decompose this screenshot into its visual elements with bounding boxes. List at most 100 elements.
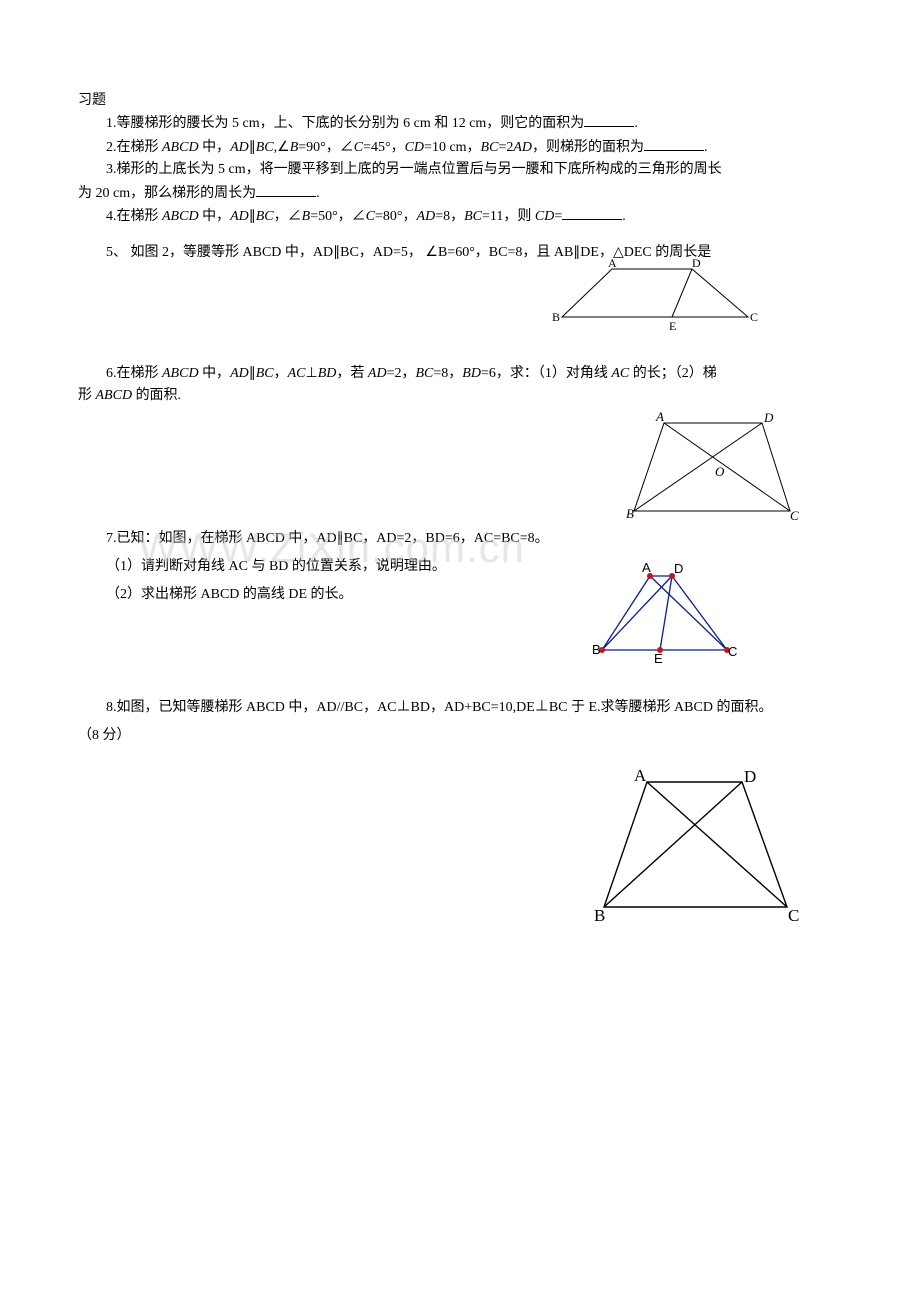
q3b: 为 20 cm，那么梯形的周长为. xyxy=(78,182,842,205)
t: BD xyxy=(462,366,481,381)
t: ABCD xyxy=(162,366,199,381)
t: BD xyxy=(318,366,337,381)
t: ，则梯形的面积为 xyxy=(532,140,644,155)
lbl-C: C xyxy=(728,644,737,659)
t: 中， xyxy=(199,209,231,224)
t: B xyxy=(290,140,299,155)
q7a: 7.已知：如图，在梯形 ABCD 中，AD∥BC，AD=2，BD=6，AC=BC… xyxy=(78,528,842,550)
lbl-B: B xyxy=(592,642,601,657)
t: = xyxy=(554,209,562,224)
figure-6: A D B C O xyxy=(622,408,802,528)
t: =2 xyxy=(498,140,513,155)
t: =8， xyxy=(433,366,462,381)
t: 中， xyxy=(199,366,231,381)
t: CD xyxy=(535,209,554,224)
t: AC xyxy=(288,366,306,381)
lbl-D: D xyxy=(674,562,683,576)
q8a: 8.如图，已知等腰梯形 ABCD 中，AD//BC，AC⊥BD，AD+BC=10… xyxy=(78,697,842,719)
lbl-B: B xyxy=(552,310,560,324)
t: C xyxy=(366,209,375,224)
t: =2， xyxy=(387,366,416,381)
t: AD xyxy=(230,140,249,155)
lbl-O: O xyxy=(715,464,725,479)
t: ⊥ xyxy=(306,366,318,381)
t: ， xyxy=(274,366,288,381)
lbl-A: A xyxy=(634,767,647,785)
t: ，若 xyxy=(336,366,368,381)
t: AD xyxy=(417,209,436,224)
t: =10 cm， xyxy=(424,140,481,155)
figure-7: A D B E C xyxy=(592,562,742,667)
t: BC xyxy=(256,140,274,155)
t: 形 xyxy=(78,388,96,403)
t: ，∠ xyxy=(274,209,302,224)
lbl-C: C xyxy=(790,508,799,523)
t: C xyxy=(354,140,363,155)
header: 习题 xyxy=(78,90,842,112)
t: CD xyxy=(405,140,424,155)
t: . xyxy=(704,140,708,155)
figure-5: A D B E C xyxy=(542,257,782,335)
t: =50°，∠ xyxy=(310,209,366,224)
lbl-C: C xyxy=(750,310,758,324)
lbl-B: B xyxy=(626,506,634,521)
t: =6，求：（1）对角线 xyxy=(481,366,611,381)
lbl-A: A xyxy=(642,562,651,575)
q2-blank xyxy=(644,136,704,151)
t: 4.在梯形 xyxy=(106,209,162,224)
q2: 2.在梯形 ABCD 中，AD∥BC,∠B=90°，∠C=45°，CD=10 c… xyxy=(78,136,842,159)
t: 的面积. xyxy=(132,388,181,403)
q3a: 3.梯形的上底长为 5 cm，将一腰平移到上底的另一端点位置后与另一腰和下底所构… xyxy=(78,159,842,181)
lbl-A: A xyxy=(608,257,617,270)
t: ABCD xyxy=(96,388,133,403)
q1-blank xyxy=(584,112,634,127)
lbl-B: B xyxy=(594,906,605,925)
t: =90°，∠ xyxy=(298,140,354,155)
q6b: 形 ABCD 的面积. xyxy=(78,385,842,407)
t: 6.在梯形 xyxy=(106,366,162,381)
t: BC xyxy=(481,140,499,155)
t: AD xyxy=(230,366,249,381)
t: ∥ xyxy=(249,209,256,224)
t: 的长；（2）梯 xyxy=(629,366,717,381)
t: AD xyxy=(368,366,387,381)
t: ABCD xyxy=(162,140,199,155)
q3-blank xyxy=(256,182,316,197)
t: =80°， xyxy=(375,209,417,224)
lbl-C: C xyxy=(788,906,799,925)
t: =11，则 xyxy=(482,209,535,224)
t: =45°， xyxy=(363,140,405,155)
t: AD xyxy=(513,140,532,155)
lbl-E: E xyxy=(669,319,676,333)
t: AD xyxy=(230,209,249,224)
t: ,∠ xyxy=(274,140,290,155)
t: BC xyxy=(415,366,433,381)
lbl-D: D xyxy=(744,767,756,786)
q6a: 6.在梯形 ABCD 中，AD∥BC，AC⊥BD，若 AD=2，BC=8，BD=… xyxy=(78,363,842,385)
q1-text: 1.等腰梯形的腰长为 5 cm，上、下底的长分别为 6 cm 和 12 cm，则… xyxy=(106,116,584,131)
t: B xyxy=(302,209,311,224)
q1-end: . xyxy=(634,116,638,131)
lbl-E: E xyxy=(654,651,663,666)
t: BC xyxy=(256,366,274,381)
lbl-A: A xyxy=(655,409,664,424)
figure-8: A D B C xyxy=(592,767,802,927)
t: 2.在梯形 xyxy=(106,140,162,155)
t: . xyxy=(316,186,320,201)
t: ∥ xyxy=(249,366,256,381)
t: ABCD xyxy=(162,209,199,224)
lbl-D: D xyxy=(763,410,774,425)
lbl-D: D xyxy=(692,257,701,270)
t: 中， xyxy=(199,140,231,155)
t: AC xyxy=(611,366,629,381)
q8b: （8 分） xyxy=(78,725,842,747)
t: . xyxy=(622,209,626,224)
q1: 1.等腰梯形的腰长为 5 cm，上、下底的长分别为 6 cm 和 12 cm，则… xyxy=(78,112,842,135)
q4: 4.在梯形 ABCD 中，AD∥BC，∠B=50°，∠C=80°，AD=8，BC… xyxy=(78,205,842,228)
t: ∥ xyxy=(249,140,256,155)
q4-blank xyxy=(562,205,622,220)
t: =8， xyxy=(435,209,464,224)
t: BC xyxy=(464,209,482,224)
t: 为 20 cm，那么梯形的周长为 xyxy=(78,186,256,201)
t: BC xyxy=(256,209,274,224)
